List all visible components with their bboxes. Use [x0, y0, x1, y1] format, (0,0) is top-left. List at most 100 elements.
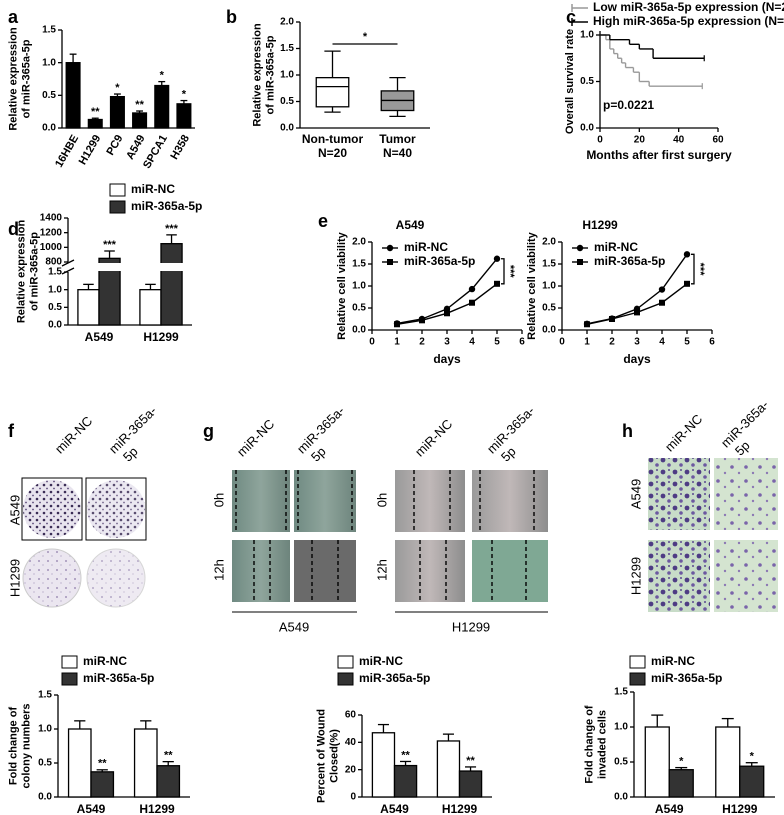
- significance: *: [679, 756, 684, 768]
- x-tick-label: A549: [380, 802, 409, 815]
- column-label: miR-NC: [52, 413, 95, 456]
- bar: [668, 769, 694, 798]
- x-tick-label: 4: [469, 337, 475, 348]
- wound-image: [472, 470, 548, 532]
- significance: **: [135, 99, 144, 111]
- y-tick-label: 1.5: [48, 267, 62, 278]
- invasion-image: [714, 540, 778, 612]
- row-label: H1299: [7, 559, 22, 597]
- x-tick-label: 1: [394, 337, 400, 348]
- point: [683, 251, 691, 258]
- bar: [393, 764, 418, 798]
- row-label: 12h: [211, 559, 226, 581]
- panel-letter: b: [226, 7, 237, 27]
- point: [658, 286, 666, 293]
- y-tick-label: 0.0: [580, 123, 594, 134]
- legend-label: Low miR-365a-5p expression (N=20): [593, 0, 784, 14]
- row-label: 0h: [211, 493, 226, 507]
- y-tick-label: 0.5: [42, 90, 56, 101]
- x-tick-label: Non-tumor: [302, 132, 364, 146]
- significance-bracket: [691, 253, 695, 285]
- bar: [133, 728, 158, 798]
- y-tick-label: 800: [45, 257, 62, 268]
- legend-swatch: [109, 200, 126, 214]
- bar: [67, 728, 92, 798]
- point: [394, 321, 400, 328]
- column-label: miR-NC: [662, 411, 705, 454]
- point: [419, 317, 425, 324]
- significance: *: [750, 751, 755, 763]
- x-tick-note: N=20: [318, 146, 347, 160]
- y-axis-label: invaded cells: [596, 710, 608, 779]
- significance: *: [363, 31, 368, 43]
- x-tick-label: 40: [673, 135, 685, 146]
- panel-letter: c: [566, 7, 576, 27]
- point: [444, 310, 450, 317]
- invasion-image: [648, 540, 710, 612]
- y-axis-label: Relative expression: [7, 27, 19, 131]
- wound-image: [395, 470, 465, 532]
- significance: *: [182, 88, 187, 100]
- significance: **: [401, 749, 410, 761]
- y-axis-label: colony numbers: [20, 704, 32, 789]
- group-label: H1299: [452, 619, 490, 634]
- colony-dish: [23, 480, 81, 538]
- x-tick-label: 0: [597, 135, 603, 146]
- significance: ***: [165, 223, 179, 235]
- y-tick-label: 0: [350, 792, 356, 803]
- y-axis-label: Fold change of: [7, 707, 19, 786]
- legend-swatch: [61, 672, 78, 686]
- point: [634, 309, 640, 316]
- bar: [739, 765, 765, 798]
- colony-dish: [87, 480, 145, 538]
- panel-g-images: g miR-NC miR-365a- 5p miR-NC miR-365a- 5…: [203, 403, 548, 634]
- bar: [371, 732, 396, 798]
- y-tick-label: 1.5: [352, 259, 366, 270]
- x-axis-label: days: [623, 352, 651, 366]
- y-tick-label: 60: [345, 710, 357, 721]
- legend-swatch: [337, 655, 354, 669]
- legend-label: miR-365a-5p: [359, 671, 430, 685]
- wound-edges: [235, 470, 535, 602]
- row-label: 12h: [374, 559, 389, 581]
- bar: [65, 62, 81, 129]
- x-tick-label: 6: [519, 337, 525, 348]
- x-tick-label: H1299: [442, 802, 478, 815]
- legend-marker: [577, 259, 583, 265]
- row-label: H1299: [628, 557, 643, 595]
- point: [494, 280, 500, 287]
- y-tick-label: 2.0: [352, 237, 366, 248]
- y-tick-label: 1.5: [542, 259, 556, 270]
- legend-label: miR-365a-5p: [594, 254, 665, 268]
- colony-dish: [86, 548, 146, 608]
- bar: [109, 95, 125, 129]
- y-axis-label: of miR-365a-5p: [28, 232, 40, 311]
- x-tick-label: H1299: [722, 802, 758, 815]
- bar: [644, 726, 670, 798]
- x-tick-label: 4: [659, 337, 665, 348]
- y-axis-label: of miR-365a-5p: [264, 35, 276, 114]
- y-axis-label: Fold change of: [583, 705, 595, 784]
- panel-letter: h: [622, 421, 633, 441]
- x-tick-label: 2: [419, 337, 425, 348]
- y-tick-label: 2.0: [542, 237, 556, 248]
- y-tick-label: 1.0: [48, 284, 62, 295]
- y-axis-label: Relative expression: [251, 23, 263, 127]
- bar: [156, 765, 181, 798]
- y-tick-label: 1200: [40, 227, 63, 238]
- point: [609, 316, 615, 322]
- x-tick-label: 1: [584, 337, 590, 348]
- panel-letter: e: [318, 211, 328, 231]
- y-axis-label: Percent of Wound: [315, 709, 327, 803]
- legend-swatch: [629, 672, 646, 686]
- panel-letter: a: [8, 7, 19, 27]
- significance-bracket: [501, 258, 505, 285]
- significance: *: [115, 82, 120, 94]
- bar: [160, 243, 183, 326]
- x-tick-label: 5: [684, 337, 690, 348]
- significance: **: [98, 758, 107, 770]
- legend-swatch: [337, 672, 354, 686]
- y-tick-label: 2.0: [280, 17, 294, 28]
- x-tick-label: 60: [712, 135, 724, 146]
- bar: [715, 726, 741, 798]
